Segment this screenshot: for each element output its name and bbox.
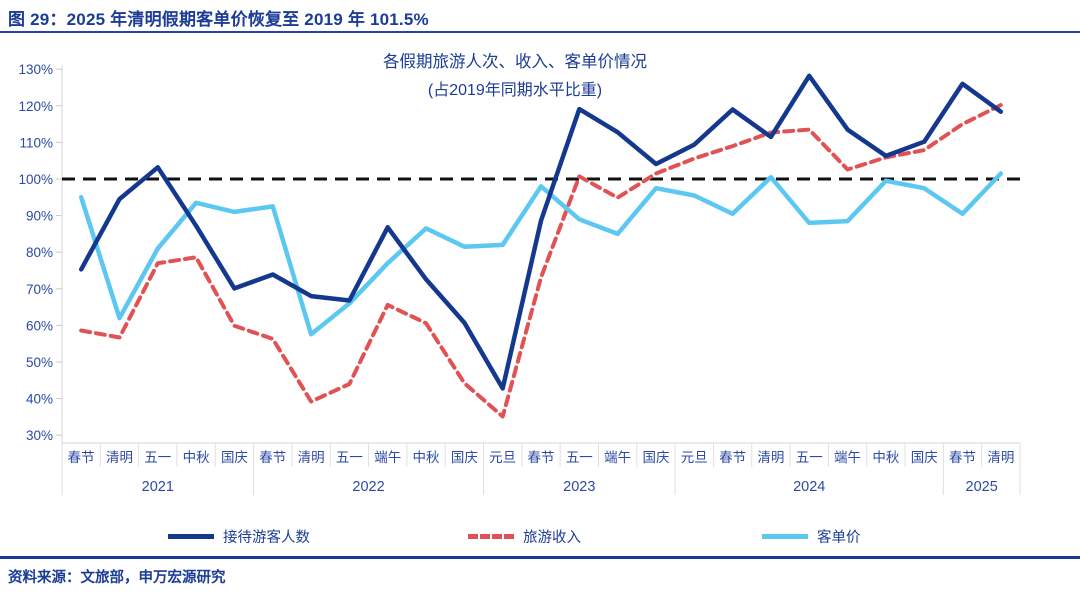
- legend-label-price: 客单价: [817, 529, 861, 546]
- x-tick-label: 端午: [604, 450, 631, 465]
- x-tick-label: 春节: [259, 450, 286, 465]
- x-tick-label: 国庆: [911, 450, 938, 465]
- chart-subtitle: (占2019年同期水平比重): [427, 82, 603, 99]
- y-tick-label: 40%: [26, 392, 53, 407]
- price-line-swatch: [762, 533, 808, 539]
- x-tick-label: 春节: [528, 450, 555, 465]
- x-tick-label: 元旦: [681, 450, 708, 465]
- x-tick-label: 春节: [68, 450, 95, 465]
- y-tick-label: 60%: [26, 318, 53, 333]
- x-tick-label: 清明: [106, 450, 133, 465]
- legend-item-price: 客单价: [762, 527, 861, 546]
- x-tick-label: 中秋: [872, 450, 900, 465]
- footer-divider: [0, 556, 1080, 559]
- visitors-line-swatch: [168, 533, 214, 539]
- y-tick-label: 100%: [18, 172, 53, 187]
- year-label: 2022: [352, 479, 384, 495]
- year-label: 2021: [142, 479, 174, 495]
- year-label: 2023: [563, 479, 595, 495]
- x-tick-label: 五一: [566, 450, 593, 465]
- y-tick-label: 80%: [26, 245, 53, 260]
- y-tick-label: 50%: [26, 355, 53, 370]
- x-tick-label: 国庆: [642, 450, 669, 465]
- x-tick-label: 五一: [144, 450, 171, 465]
- x-tick-label: 五一: [796, 450, 823, 465]
- y-tick-label: 130%: [18, 62, 53, 77]
- source-note: 资料来源：文旅部，申万宏源研究: [8, 570, 226, 586]
- legend-item-visitors: 接待游客人数: [168, 527, 310, 546]
- x-tick-label: 五一: [336, 450, 363, 465]
- y-tick-label: 70%: [26, 282, 53, 297]
- legend-item-revenue: 旅游收入: [468, 527, 581, 546]
- x-tick-label: 元旦: [489, 450, 516, 465]
- series-line-revenue: [79, 103, 1003, 419]
- x-tick-label: 中秋: [413, 450, 440, 465]
- x-tick-label: 春节: [949, 450, 976, 465]
- revenue-line-swatch: [468, 533, 514, 539]
- line-chart: 130%120%110%100%90%80%70%60%50%40%30%春节清…: [18, 62, 1021, 495]
- x-tick-label: 清明: [757, 450, 784, 465]
- x-tick-label: 国庆: [451, 450, 478, 465]
- x-tick-label: 端午: [834, 450, 861, 465]
- x-tick-label: 端午: [374, 450, 401, 465]
- x-tick-label: 中秋: [183, 450, 210, 465]
- y-tick-label: 30%: [26, 428, 53, 443]
- x-tick-label: 春节: [719, 450, 746, 465]
- y-tick-label: 110%: [19, 135, 53, 150]
- year-label: 2024: [793, 479, 825, 495]
- legend-label-revenue: 旅游收入: [523, 529, 581, 546]
- y-tick-label: 90%: [26, 209, 53, 224]
- x-tick-label: 清明: [298, 450, 325, 465]
- chart-area: 各假期旅游人次、收入、客单价情况 (占2019年同期水平比重) 130% 120%…: [0, 35, 1080, 555]
- series-line-price: [78, 171, 1004, 337]
- series-line-visitors: [78, 73, 1004, 391]
- header-divider: [0, 31, 1080, 33]
- x-tick-label: 清明: [987, 450, 1014, 465]
- chart-title: 各假期旅游人次、收入、客单价情况: [383, 53, 647, 71]
- year-label: 2025: [966, 479, 998, 495]
- y-tick-label: 120%: [18, 99, 53, 114]
- x-tick-label: 国庆: [221, 450, 248, 465]
- legend-label-visitors: 接待游客人数: [223, 529, 310, 546]
- figure-title: 图 29：2025 年清明假期客单价恢复至 2019 年 101.5%: [8, 10, 429, 29]
